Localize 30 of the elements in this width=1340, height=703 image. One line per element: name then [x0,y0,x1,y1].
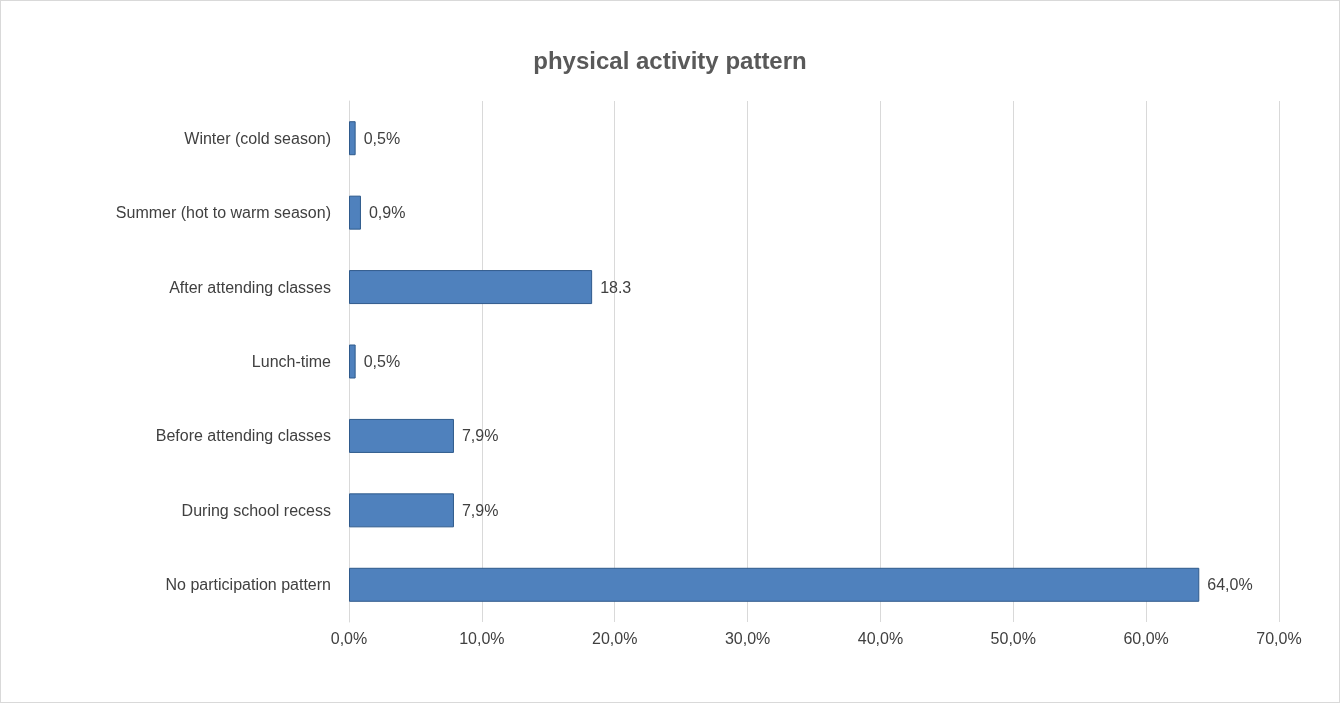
data-label: 64,0% [1207,576,1253,594]
data-label: 0,9% [368,204,406,222]
x-tick-label: 10,0% [459,629,505,647]
y-tick-label: No participation pattern [165,576,331,594]
x-tick-label: 70,0% [1256,629,1302,647]
data-label: 0,5% [363,353,401,370]
x-tick-label: 20,0% [592,629,638,647]
bar [349,121,356,156]
bar [349,493,454,528]
x-tick-label: 50,0% [990,629,1036,647]
data-label: 18.3 [600,278,632,296]
y-tick-label: Before attending classes [155,427,331,445]
data-label: 7,9% [461,501,499,519]
x-tick-label: 60,0% [1123,629,1169,647]
y-tick-label: Winter (cold season) [184,129,331,147]
chart-title: physical activity pattern [533,46,807,74]
x-tick-label: 30,0% [724,629,771,647]
bar [349,195,361,230]
y-tick-label: After attending classes [169,278,331,296]
bar [349,567,1200,602]
y-tick-label: During school recess [181,501,331,519]
x-tick-label: 0,0% [330,629,368,647]
x-tick-label: 40,0% [857,629,904,647]
data-label: 0,5% [363,129,401,147]
bar [349,270,593,305]
bar [349,344,356,379]
data-label: 7,9% [461,427,499,445]
y-tick-label: Summer (hot to warm season) [115,204,331,222]
bar [349,418,454,453]
y-tick-label: Lunch-time [251,353,332,370]
